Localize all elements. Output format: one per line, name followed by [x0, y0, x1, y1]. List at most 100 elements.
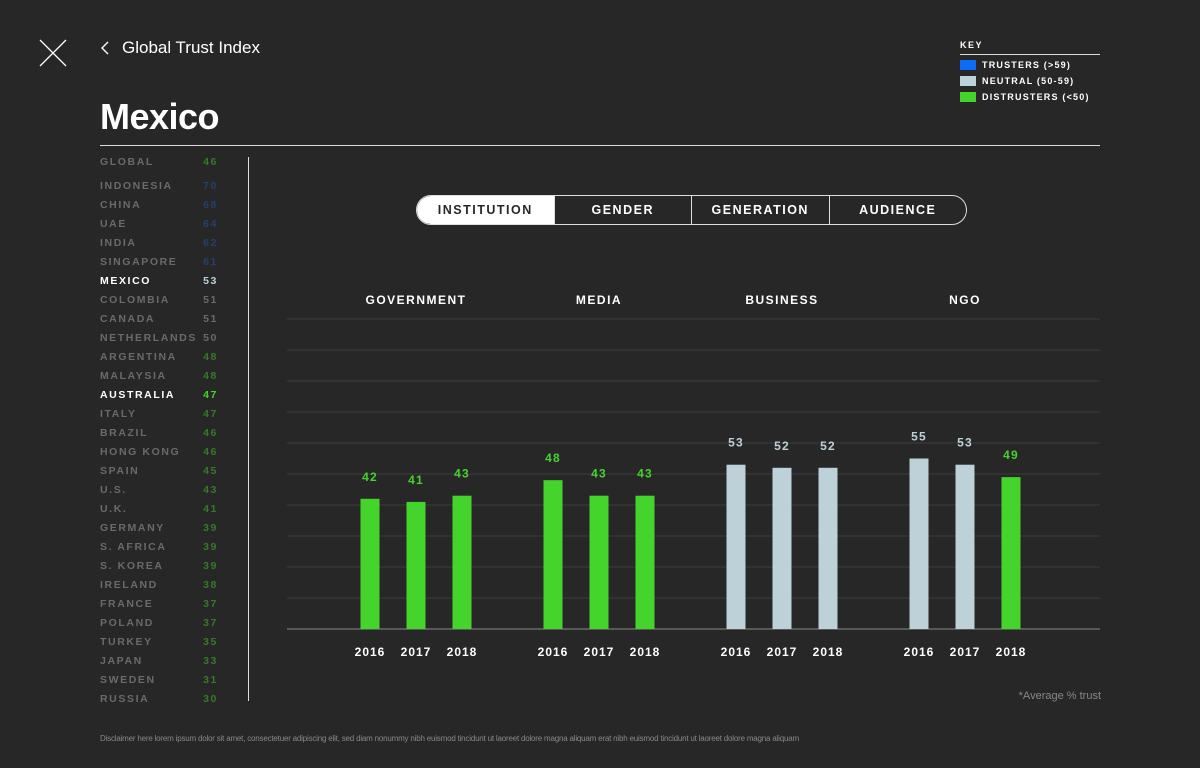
x-tick-label: 2018 — [447, 645, 478, 659]
legend-swatch — [960, 60, 976, 70]
country-item[interactable]: IRELAND 38 — [100, 578, 218, 597]
country-item[interactable]: AUSTRALIA 47 — [100, 388, 218, 407]
legend-label: NEUTRAL (50-59) — [982, 76, 1075, 86]
back-label: Global Trust Index — [122, 38, 260, 57]
country-item[interactable]: COLOMBIA 51 — [100, 293, 218, 312]
back-link[interactable]: Global Trust Index — [100, 38, 260, 58]
bar — [452, 495, 472, 629]
country-value: 62 — [203, 237, 218, 249]
country-item[interactable]: INDONESIA 70 — [100, 179, 218, 198]
country-name: RUSSIA — [100, 693, 150, 705]
country-item[interactable]: RUSSIA 30 — [100, 692, 218, 711]
country-item[interactable]: UAE 64 — [100, 217, 218, 236]
country-value: 51 — [203, 294, 218, 306]
country-name: CHINA — [100, 199, 142, 211]
legend-swatch — [960, 92, 976, 102]
x-tick-label: 2017 — [584, 645, 615, 659]
country-item[interactable]: ITALY 47 — [100, 407, 218, 426]
x-tick-label: 2016 — [904, 645, 935, 659]
country-item[interactable]: GERMANY 39 — [100, 521, 218, 540]
country-name: ARGENTINA — [100, 351, 177, 363]
country-value: 37 — [203, 617, 218, 629]
country-name: JAPAN — [100, 655, 143, 667]
tab-institution[interactable]: INSTITUTION — [417, 196, 554, 224]
country-item[interactable]: CANADA 51 — [100, 312, 218, 331]
data-label: 52 — [820, 439, 836, 453]
country-value: 53 — [203, 275, 218, 287]
country-item[interactable]: SPAIN 45 — [100, 464, 218, 483]
country-value: 35 — [203, 636, 218, 648]
country-name: UAE — [100, 218, 127, 230]
country-item[interactable]: S. KOREA 39 — [100, 559, 218, 578]
country-item[interactable]: U.S. 43 — [100, 483, 218, 502]
country-name: GLOBAL — [100, 156, 154, 168]
chevron-left-icon — [101, 41, 109, 55]
country-value: 61 — [203, 256, 218, 268]
legend-swatch — [960, 76, 976, 86]
close-icon[interactable] — [38, 38, 68, 68]
country-name: MEXICO — [100, 275, 152, 287]
country-item[interactable]: HONG KONG 46 — [100, 445, 218, 464]
country-name: S. AFRICA — [100, 541, 167, 553]
country-name: AUSTRALIA — [100, 389, 176, 401]
x-tick-label: 2017 — [767, 645, 798, 659]
country-item[interactable]: ARGENTINA 48 — [100, 350, 218, 369]
country-item[interactable]: S. AFRICA 39 — [100, 540, 218, 559]
country-item[interactable]: POLAND 37 — [100, 616, 218, 635]
group-label: MEDIA — [576, 293, 622, 307]
country-value: 47 — [203, 389, 218, 401]
country-name: MALAYSIA — [100, 370, 167, 382]
bar — [543, 480, 563, 629]
country-value: 37 — [203, 598, 218, 610]
country-name: NETHERLANDS — [100, 332, 197, 344]
country-name: U.S. — [100, 484, 127, 496]
group-label: BUSINESS — [745, 293, 818, 307]
country-value: 46 — [203, 427, 218, 439]
country-item[interactable]: GLOBAL 46 — [100, 155, 218, 174]
data-label: 53 — [728, 436, 744, 450]
country-name: SPAIN — [100, 465, 140, 477]
country-name: FRANCE — [100, 598, 154, 610]
country-value: 38 — [203, 579, 218, 591]
tab-audience[interactable]: AUDIENCE — [828, 196, 967, 224]
country-name: CANADA — [100, 313, 156, 325]
tab-generation[interactable]: GENERATION — [691, 196, 829, 224]
legend-item: DISTRUSTERS (<50) — [960, 91, 1100, 103]
country-item[interactable]: U.K. 41 — [100, 502, 218, 521]
tab-gender[interactable]: GENDER — [553, 196, 692, 224]
bar — [406, 501, 426, 629]
country-name: COLOMBIA — [100, 294, 170, 306]
country-name: BRAZIL — [100, 427, 149, 439]
country-item[interactable]: MEXICO 53 — [100, 274, 218, 293]
data-label: 42 — [362, 470, 378, 484]
bar — [726, 464, 746, 629]
country-value: 39 — [203, 560, 218, 572]
bar — [589, 495, 609, 629]
country-item[interactable]: FRANCE 37 — [100, 597, 218, 616]
country-name: SINGAPORE — [100, 256, 178, 268]
bar — [635, 495, 655, 629]
country-item[interactable]: BRAZIL 46 — [100, 426, 218, 445]
country-item[interactable]: JAPAN 33 — [100, 654, 218, 673]
bar — [909, 458, 929, 629]
country-value: 46 — [203, 156, 218, 168]
country-item[interactable]: INDIA 62 — [100, 236, 218, 255]
x-tick-label: 2018 — [630, 645, 661, 659]
country-name: POLAND — [100, 617, 154, 629]
x-tick-label: 2018 — [813, 645, 844, 659]
tab-bar: INSTITUTION GENDER GENERATION AUDIENCE — [416, 195, 967, 225]
country-value: 39 — [203, 541, 218, 553]
country-item[interactable]: TURKEY 35 — [100, 635, 218, 654]
country-item[interactable]: CHINA 68 — [100, 198, 218, 217]
country-value: 43 — [203, 484, 218, 496]
country-item[interactable]: NETHERLANDS 50 — [100, 331, 218, 350]
x-tick-label: 2017 — [401, 645, 432, 659]
bar — [955, 464, 975, 629]
data-label: 53 — [957, 436, 973, 450]
country-value: 64 — [203, 218, 218, 230]
country-item[interactable]: SWEDEN 31 — [100, 673, 218, 692]
country-item[interactable]: SINGAPORE 61 — [100, 255, 218, 274]
disclaimer: Disclaimer here lorem ipsum dolor sit am… — [100, 734, 799, 743]
country-item[interactable]: MALAYSIA 48 — [100, 369, 218, 388]
country-name: INDIA — [100, 237, 137, 249]
